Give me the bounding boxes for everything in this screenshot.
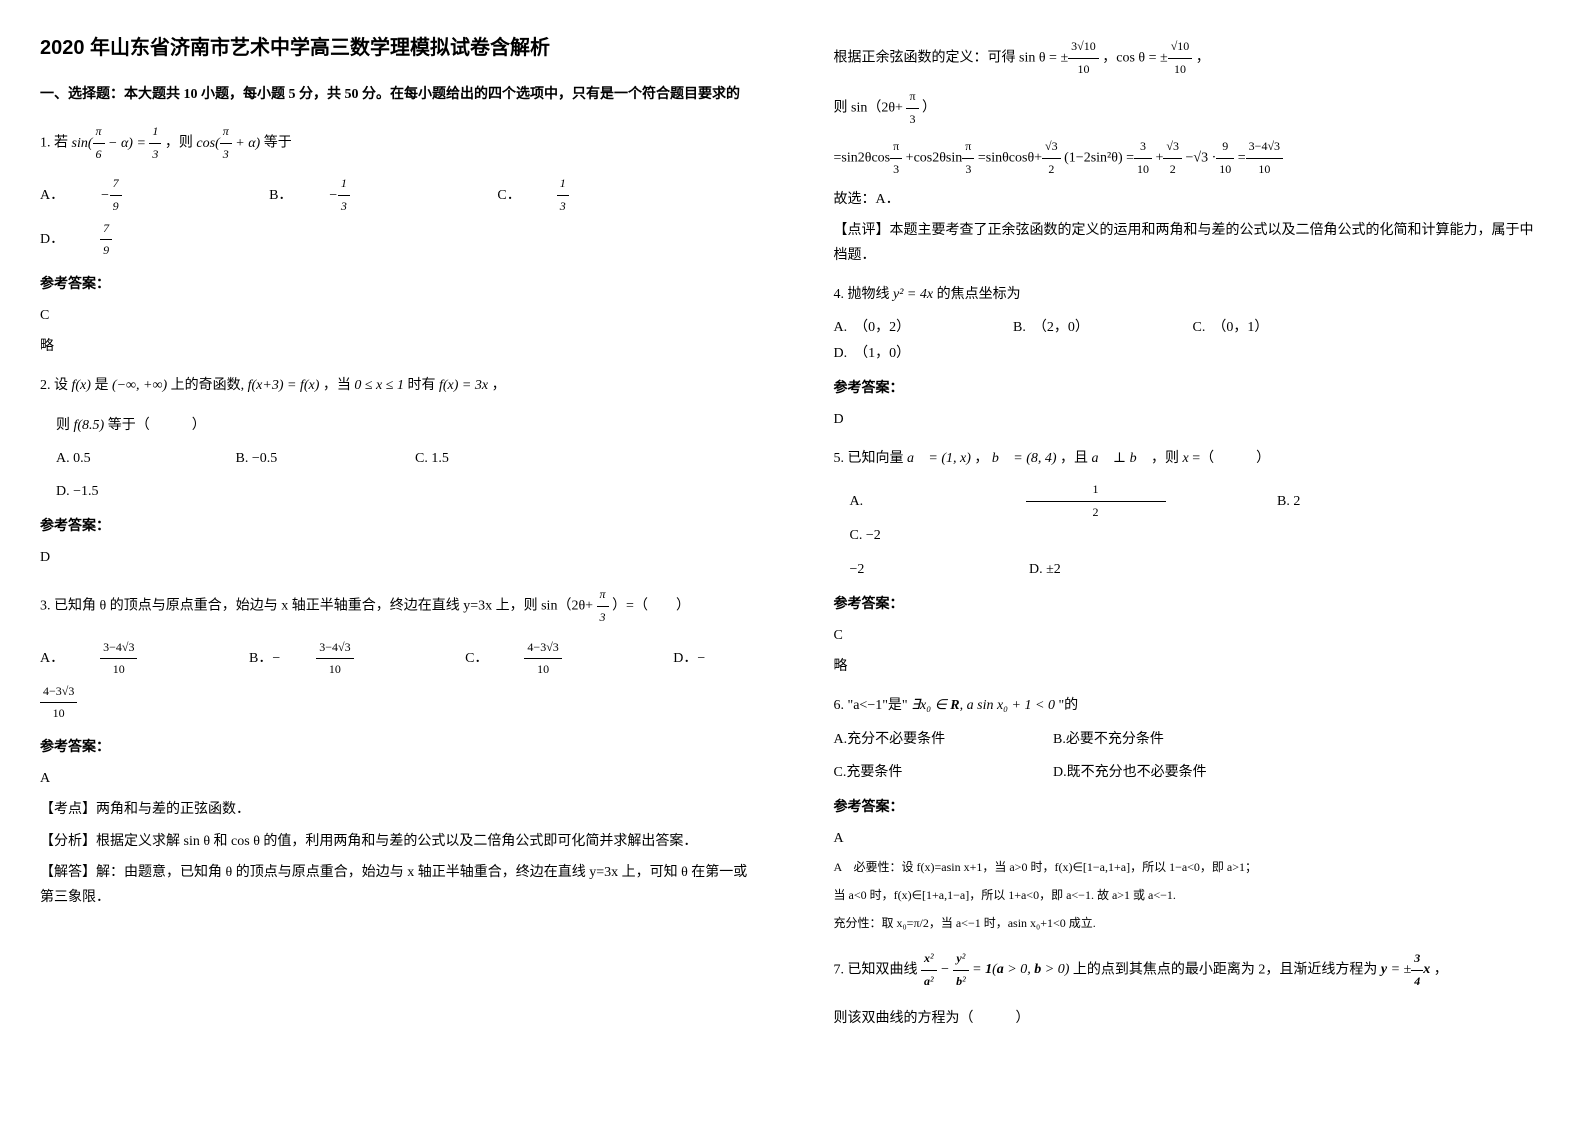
q4-optD: D. （1，0） (834, 341, 974, 366)
q3-analysis-2: 【分析】根据定义求解 sin θ 和 cos θ 的值，利用两角和与差的公式以及… (40, 829, 754, 854)
q6-a1: A 必要性：设 f(x)=asin x+1，当 a>0 时，f(x)∈[1−a,… (834, 857, 1548, 879)
q3-stem-suffix: ）=（ ） (612, 599, 690, 614)
q1-answer-label: 参考答案： (40, 272, 754, 297)
q2-def: f(x) = 3x (439, 378, 488, 393)
question-6: 6. "a<−1"是" ∃x₀ ∈ R, a sin x₀ + 1 < 0 "的 (834, 693, 1548, 718)
q6-optB: B.必要不充分条件 (1053, 732, 1164, 747)
q1-stem-suffix: 等于 (264, 136, 292, 151)
q2-options-row1: A. 0.5 B. −0.5 C. 1.5 (56, 446, 754, 471)
question-7: 7. 已知双曲线 x²a² − y²b² = 1(a > 0, b > 0) 上… (834, 948, 1548, 992)
question-5: 5. 已知向量 a⃗ = (1, x) ， b⃗ = (8, 4) ，且 a⃗ … (834, 446, 1548, 471)
q2-domain: (−∞, +∞) (112, 378, 167, 393)
q4-options: A. （0，2） B. （2，0） C. （0，1） D. （1，0） (834, 315, 1548, 365)
q7-asym: y = ±34x (1381, 962, 1430, 977)
q1-stem-mid: ，则 (165, 136, 197, 151)
q4-answer: D (834, 407, 1548, 432)
q5-optC: C. −2 (850, 523, 990, 548)
q4-answer-label: 参考答案： (834, 376, 1548, 401)
q6-a3: 充分性：取 x₀=π/2，当 a<−1 时，asin x₀+1<0 成立. (834, 913, 1548, 935)
q2-optB: B. −0.5 (236, 446, 376, 471)
q2-optD: D. −1.5 (56, 484, 99, 499)
q6-optC: C.充要条件 (834, 760, 1014, 785)
q5-a: a⃗ = (1, x) (907, 451, 971, 466)
q2-period: f(x+3) = f(x) (248, 378, 320, 393)
q1-answer: C (40, 303, 754, 328)
q3-stem: 3. 已知角 θ 的顶点与原点重合，始边与 x 轴正半轴重合，终边在直线 y=3… (40, 599, 593, 614)
q3-analysis-3: 【解答】解：由题意，已知角 θ 的顶点与原点重合，始边与 x 轴正半轴重合，终边… (40, 860, 754, 910)
page-title: 2020 年山东省济南市艺术中学高三数学理模拟试卷含解析 (40, 30, 754, 66)
q7-eq: x²a² − y²b² = 1(a > 0, b > 0) (921, 962, 1069, 977)
question-7b: 则该双曲线的方程为（ ） (834, 1006, 1548, 1031)
q5-options-row1: A. 12 B. 2 C. −2 (850, 479, 1548, 548)
q2-answer-label: 参考答案： (40, 514, 754, 539)
q6-optA: A.充分不必要条件 (834, 727, 1014, 752)
q4-eq: y² = 4x (893, 287, 933, 302)
question-3: 3. 已知角 θ 的顶点与原点重合，始边与 x 轴正半轴重合，终边在直线 y=3… (40, 584, 754, 628)
q3-options: A．3−4√310 B．−3−4√310 C．4−3√310 D．−4−3√31… (40, 637, 754, 725)
right-column: 根据正余弦函数的定义：可得 sin θ = ±3√1010 ，cos θ = ±… (794, 0, 1587, 1122)
q1-optC: C．13 (497, 188, 676, 203)
q3-optC: C．4−3√310 (465, 651, 634, 666)
q5-b: b⃗ = (8, 4) (992, 451, 1057, 466)
q6-options-row2: C.充要条件 D.既不充分也不必要条件 (834, 760, 1548, 785)
q6-exists: ∃x₀ ∈ R, a sin x₀ + 1 < 0 (911, 698, 1055, 713)
q5-x: x (1183, 451, 1189, 466)
q1-answer2: 略 (40, 334, 754, 359)
q4-optB: B. （2，0） (1013, 315, 1153, 340)
q3-optB: B．−3−4√310 (249, 651, 426, 666)
q4-optC: C. （0，1） (1193, 315, 1333, 340)
q1-options: A．−79 B．−13 C．13 D．79 (40, 173, 754, 261)
r-line1: 根据正余弦函数的定义：可得 sin θ = ±3√1010 ，cos θ = ±… (834, 36, 1548, 80)
q3-answer: A (40, 766, 754, 791)
section-heading: 一、选择题：本大题共 10 小题，每小题 5 分，共 50 分。在每小题给出的四… (40, 82, 754, 107)
q3-analysis-1: 【考点】两角和与差的正弦函数． (40, 797, 754, 822)
q3-optA: A．3−4√310 (40, 651, 209, 666)
q2-f85: f(8.5) (74, 418, 105, 433)
q6-a2: 当 a<0 时，f(x)∈[1+a,1−a]，所以 1+a<0，即 a<−1. … (834, 885, 1548, 907)
q1-optA: A．−79 (40, 188, 230, 203)
q1-optD: D．79 (40, 232, 220, 247)
q5-optA: A. 12 (850, 479, 1238, 523)
q6-options-row1: A.充分不必要条件 B.必要不充分条件 (834, 727, 1548, 752)
q1-expr2: cos(π3 + α) (196, 136, 260, 151)
r-line2: 则 sin（2θ+ π3 ） (834, 86, 1548, 130)
q2-options-row2: D. −1.5 (56, 479, 754, 504)
q2-fx: f(x) (72, 378, 91, 393)
q5-optD: D. ±2 (1029, 557, 1169, 582)
r-line5: 【点评】本题主要考查了正余弦函数的定义的运用和两角和与差的公式以及二倍角公式的化… (834, 218, 1548, 268)
q2-answer: D (40, 545, 754, 570)
left-column: 2020 年山东省济南市艺术中学高三数学理模拟试卷含解析 一、选择题：本大题共 … (0, 0, 794, 1122)
q1-expr1: sin(π6 − α) = 13 (72, 136, 162, 151)
q5-answer2: 略 (834, 654, 1548, 679)
q2-optC: C. 1.5 (415, 446, 555, 471)
q6-optD: D.既不充分也不必要条件 (1053, 765, 1207, 780)
q2-cond: 0 ≤ x ≤ 1 (354, 378, 404, 393)
q5-answer-label: 参考答案： (834, 592, 1548, 617)
q5-optB: B. 2 (1277, 489, 1417, 514)
q1-optB: B．−13 (269, 188, 458, 203)
q6-answer: A (834, 826, 1548, 851)
question-1: 1. 若 sin(π6 − α) = 13 ，则 cos(π3 + α) 等于 (40, 121, 754, 165)
q6-answer-label: 参考答案： (834, 795, 1548, 820)
question-4: 4. 抛物线 y² = 4x 的焦点坐标为 (834, 282, 1548, 307)
q5-answer: C (834, 623, 1548, 648)
q5-options-row2: −2 D. ±2 (850, 557, 1548, 582)
q2-optA: A. 0.5 (56, 446, 196, 471)
q3-answer-label: 参考答案： (40, 735, 754, 760)
q1-stem-prefix: 1. 若 (40, 136, 72, 151)
q5-perp: a⃗ ⊥ b⃗ (1092, 451, 1148, 466)
question-2b: 则 f(8.5) 等于（ ） (56, 413, 754, 438)
q4-optA: A. （0，2） (834, 315, 974, 340)
r-line4: 故选：A． (834, 187, 1548, 212)
question-2: 2. 设 f(x) 是 (−∞, +∞) 上的奇函数, f(x+3) = f(x… (40, 373, 754, 398)
r-line3: =sin2θcosπ3 +cos2θsinπ3 =sinθcosθ+√32 (1… (834, 136, 1548, 180)
